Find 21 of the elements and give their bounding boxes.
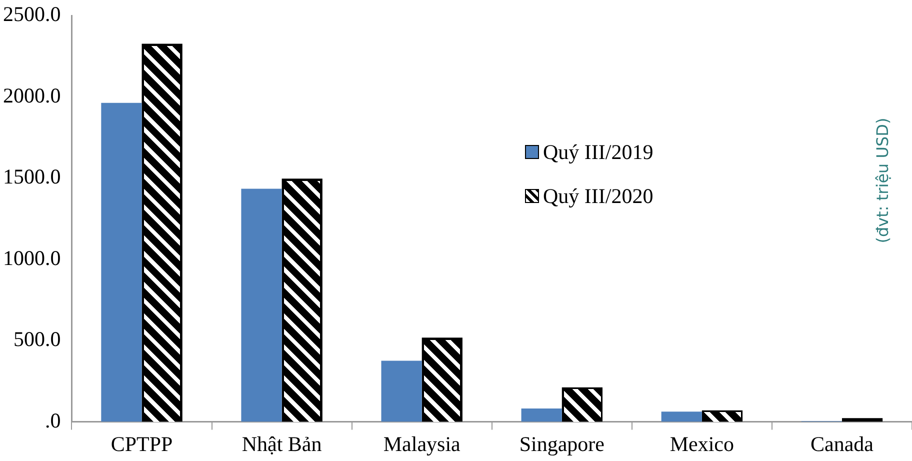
x-tick-label: Canada xyxy=(810,432,874,456)
bar xyxy=(101,102,142,422)
y-tick-label: 2500.0 xyxy=(3,2,61,26)
bar xyxy=(381,360,422,422)
y-tick-label: 1500.0 xyxy=(3,164,61,189)
y-tick-label: 500.0 xyxy=(14,327,61,352)
x-tick-label: Mexico xyxy=(670,432,734,456)
legend-label: Quý III/2020 xyxy=(543,184,654,208)
x-tick-label: CPTPP xyxy=(110,432,173,456)
x-tick-label: Singapore xyxy=(519,432,604,456)
x-tick-label: Nhật Bản xyxy=(242,432,322,456)
bar xyxy=(661,412,702,422)
bar xyxy=(842,418,883,422)
annotation: (đvt: triệu USD) xyxy=(872,117,892,243)
bar xyxy=(241,188,282,422)
y-tick-label: 2000.0 xyxy=(3,83,61,108)
x-tick-label: Malaysia xyxy=(383,432,462,456)
bar xyxy=(521,408,562,422)
y-tick-label: .0 xyxy=(45,408,61,432)
legend-label: Quý III/2019 xyxy=(543,140,654,164)
y-tick-label: 1000.0 xyxy=(3,246,61,270)
